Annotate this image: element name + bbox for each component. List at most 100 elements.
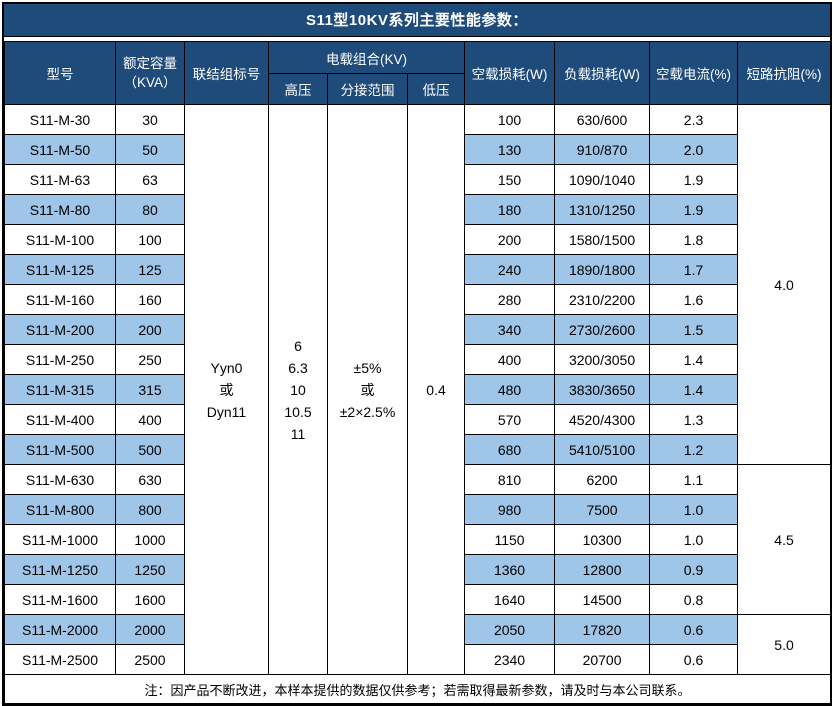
header-no-load-current: 空载电流(%) [649,41,739,105]
cell-capacity: 2500 [115,644,185,675]
table-row: S11-M-160 160 280 2310/2200 1.6 [4,284,831,315]
title-gap-divider [4,37,830,41]
cell-no-load-current: 1.4 [649,374,739,405]
cell-impedance: 4.0 [737,104,832,465]
table-row: S11-M-2000 2000 2050 17820 0.6 5.0 [4,614,832,675]
cell-no-load-current: 1.2 [649,434,739,465]
table-row: S11-M-125 125 240 1890/1800 1.7 [4,254,831,285]
cell-capacity: 1600 [115,584,185,615]
cell-load-loss: 910/870 [554,134,651,165]
cell-no-load-current: 0.6 [649,614,739,645]
cell-model: S11-M-2000 [4,614,116,645]
cell-capacity: 630 [115,464,185,495]
table-row: S11-M-315 315 480 3830/3650 1.4 [4,374,831,405]
cell-load-loss: 2310/2200 [554,284,651,315]
header-capacity-line1: 额定容量 [123,56,177,71]
cell-load-loss: 14500 [554,584,651,615]
cell-no-load-current: 1.9 [649,164,739,195]
cell-model: S11-M-125 [4,254,116,285]
header-capacity-line2: （KVA） [123,75,177,90]
cell-tap-range-line: ±2×2.5% [339,403,396,420]
cell-capacity: 1000 [115,524,185,555]
cell-no-load-current: 0.8 [649,584,739,615]
cell-load-loss: 630/600 [554,104,651,135]
table-footer: 注：因产品不断改进，本样本提供的数据仅供参考；若需取得最新参数，请及时与本公司联… [3,674,832,704]
cell-load-loss: 1580/1500 [554,224,651,255]
table-body: S11-M-30 30 Yyn0 或 Dyn11 6 6.3 10 10.5 11 ±5% 或 ±2×2… [4,104,832,675]
cell-capacity: 50 [115,134,185,165]
spec-table: 型号 额定容量 （KVA） 联结组标号 电载组合(KV) 空载损耗(W) 负载损… [3,41,832,704]
cell-model: S11-M-100 [4,224,116,255]
cell-model: S11-M-2500 [4,644,116,675]
table-row: S11-M-630 630 810 6200 1.1 4.5 [4,464,832,615]
table-row: S11-M-500 500 680 5410/5100 1.2 [4,434,831,465]
cell-tap-range: ±5% 或 ±2×2.5% [327,104,408,675]
cell-model: S11-M-400 [4,404,116,435]
cell-no-load-loss: 810 [464,464,556,495]
cell-capacity: 2000 [115,614,185,645]
cell-load-loss: 1090/1040 [554,164,651,195]
cell-no-load-loss: 2340 [464,644,556,675]
header-load-loss: 负载损耗(W) [554,41,651,105]
cell-load-loss: 5410/5100 [554,434,651,465]
cell-load-loss: 6200 [554,464,651,495]
cell-load-loss: 1890/1800 [554,254,651,285]
cell-no-load-loss: 480 [464,374,556,405]
table-row: S11-M-800 800 980 7500 1.0 [4,494,831,525]
cell-no-load-current: 1.0 [649,494,739,525]
cell-model: S11-M-80 [4,194,116,225]
cell-no-load-current: 1.5 [649,314,739,345]
cell-model: S11-M-1000 [4,524,116,555]
cell-model: S11-M-800 [4,494,116,525]
header-hv: 高压 [268,73,328,105]
cell-no-load-current: 1.6 [649,284,739,315]
cell-no-load-loss: 980 [464,494,556,525]
cell-model: S11-M-500 [4,434,116,465]
cell-capacity: 160 [115,284,185,315]
cell-model: S11-M-1250 [4,554,116,585]
cell-capacity: 30 [115,104,185,135]
cell-no-load-loss: 2050 [464,614,556,645]
cell-load-loss: 20700 [554,644,651,675]
cell-model: S11-M-630 [4,464,116,495]
cell-no-load-current: 1.1 [649,464,739,495]
table-row: S11-M-30 30 Yyn0 或 Dyn11 6 6.3 10 10.5 11 ±5% 或 ±2×2… [4,104,832,675]
cell-no-load-current: 2.0 [649,134,739,165]
footer-note: 注：因产品不断改进，本样本提供的数据仅供参考；若需取得最新参数，请及时与本公司联… [3,674,832,704]
cell-no-load-loss: 240 [464,254,556,285]
cell-capacity: 250 [115,344,185,375]
cell-capacity: 800 [115,494,185,525]
cell-high-voltage-line: 10.5 [284,403,312,420]
table-row: S11-M-250 250 400 3200/3050 1.4 [4,344,831,375]
cell-capacity: 125 [115,254,185,285]
header-connection: 联结组标号 [184,41,269,105]
cell-high-voltage-line: 6.3 [288,359,308,376]
cell-capacity: 400 [115,404,185,435]
cell-model: S11-M-250 [4,344,116,375]
cell-tap-range-line: ±5% [353,359,382,376]
table-row: S11-M-2500 2500 2340 20700 0.6 [4,644,831,675]
cell-load-loss: 2730/2600 [554,314,651,345]
cell-no-load-loss: 340 [464,314,556,345]
cell-no-load-loss: 1360 [464,554,556,585]
cell-model: S11-M-30 [4,104,116,135]
cell-no-load-loss: 180 [464,194,556,225]
cell-capacity: 1250 [115,554,185,585]
cell-no-load-current: 1.4 [649,344,739,375]
cell-load-loss: 1310/1250 [554,194,651,225]
cell-connection-group-line: Dyn11 [206,403,247,420]
header-model: 型号 [4,41,116,105]
table-row: S11-M-100 100 200 1580/1500 1.8 [4,224,831,255]
cell-impedance: 4.5 [737,464,832,615]
cell-no-load-loss: 100 [464,104,556,135]
cell-model: S11-M-200 [4,314,116,345]
cell-capacity: 100 [115,224,185,255]
header-impedance: 短路抗阻(%) [737,41,832,105]
table-header: 型号 额定容量 （KVA） 联结组标号 电载组合(KV) 空载损耗(W) 负载损… [4,41,832,105]
cell-capacity: 80 [115,194,185,225]
table-title: S11型10KV系列主要性能参数： [4,4,830,37]
cell-no-load-loss: 1150 [464,524,556,555]
cell-capacity: 63 [115,164,185,195]
header-capacity: 额定容量 （KVA） [115,41,185,105]
cell-no-load-loss: 1640 [464,584,556,615]
